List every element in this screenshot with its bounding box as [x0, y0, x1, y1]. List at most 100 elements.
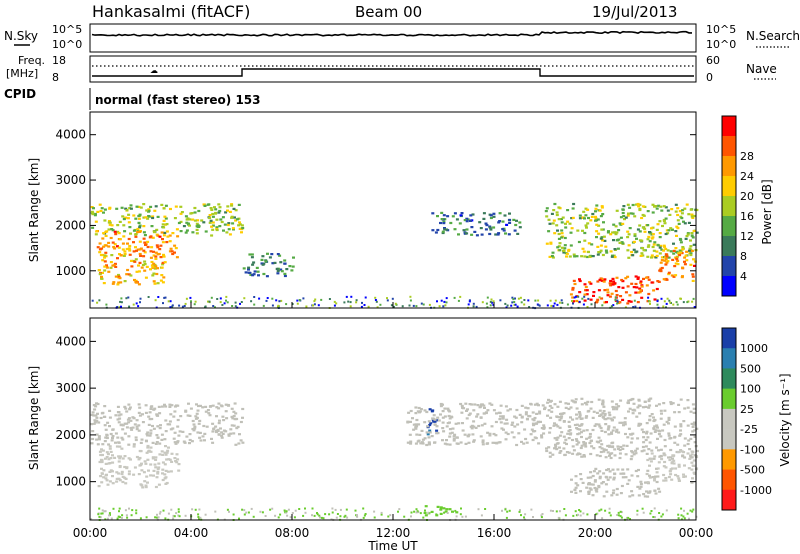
echo-cell — [604, 448, 608, 452]
echo-cell — [273, 261, 277, 264]
echo-cell — [642, 511, 645, 514]
echo-cell — [508, 408, 512, 411]
echo-cell — [108, 514, 111, 517]
echo-cell — [162, 255, 166, 258]
echo-cell — [435, 419, 439, 422]
echo-cell — [558, 242, 562, 245]
echo-cell — [127, 435, 131, 438]
echo-cell — [121, 428, 125, 431]
colorbar-swatch — [722, 368, 736, 389]
echo-cell — [443, 442, 447, 445]
echo-cell — [516, 305, 519, 308]
echo-cell — [170, 404, 174, 407]
echo-cell — [127, 221, 131, 224]
echo-cell — [649, 512, 652, 515]
echo-cell — [221, 432, 225, 435]
echo-cell — [630, 250, 634, 254]
echo-cell — [345, 295, 348, 298]
echo-cell — [186, 222, 190, 225]
nsky-trace — [91, 30, 692, 37]
echo-cell — [164, 419, 168, 422]
cpid-text: normal (fast stereo) 153 — [95, 93, 261, 107]
echo-cell — [579, 478, 583, 481]
echo-cell — [132, 445, 136, 448]
echo-cell — [693, 429, 697, 432]
echo-cell — [354, 509, 357, 512]
echo-cell — [241, 508, 244, 511]
echo-cell — [656, 244, 660, 247]
echo-cell — [550, 304, 553, 307]
echo-cell — [612, 223, 616, 226]
echo-cell — [644, 405, 648, 408]
echo-cell — [691, 275, 695, 278]
echo-cell — [645, 432, 648, 435]
echo-cell — [670, 462, 674, 465]
echo-cell — [426, 433, 430, 436]
echo-cell — [349, 301, 352, 304]
echo-cell — [655, 471, 659, 474]
echo-cell — [322, 517, 325, 520]
echo-cell — [695, 208, 699, 212]
echo-cell — [574, 482, 578, 485]
echo-cell — [427, 441, 431, 444]
echo-cell — [630, 455, 634, 458]
echo-cell — [201, 435, 205, 438]
echo-cell — [172, 514, 175, 517]
echo-cell — [667, 271, 671, 274]
echo-cell — [168, 234, 172, 237]
echo-cell — [468, 412, 472, 415]
echo-cell — [199, 404, 202, 407]
echo-cell — [689, 208, 693, 211]
echo-cell — [656, 426, 659, 429]
echo-cell — [163, 296, 166, 299]
echo-cell — [443, 407, 447, 410]
echo-cell — [124, 407, 128, 410]
echo-cell — [465, 232, 469, 235]
echo-cell — [167, 458, 171, 461]
echo-cell — [133, 278, 136, 282]
echo-cell — [575, 407, 579, 410]
echo-cell — [390, 304, 393, 307]
echo-cell — [567, 249, 571, 252]
echo-cell — [637, 399, 641, 402]
echo-cell — [540, 434, 543, 437]
echo-cell — [430, 435, 434, 438]
echo-cell — [690, 232, 694, 235]
echo-cell — [164, 296, 167, 299]
echo-cell — [113, 243, 117, 246]
echo-cell — [147, 415, 151, 418]
echo-cell — [627, 479, 631, 482]
echo-cell — [457, 233, 460, 236]
echo-cell — [628, 495, 632, 498]
echo-cell — [513, 415, 517, 418]
echo-cell — [578, 217, 582, 220]
echo-cell — [482, 217, 486, 220]
echo-cell — [139, 517, 142, 520]
echo-cell — [645, 276, 648, 279]
echo-cell — [634, 282, 638, 286]
echo-cell — [679, 251, 683, 254]
echo-cell — [647, 406, 651, 409]
echo-cell — [104, 234, 108, 237]
echo-cell — [162, 253, 165, 256]
echo-cell — [545, 449, 549, 453]
echo-cell — [636, 513, 639, 516]
echo-cell — [690, 453, 694, 456]
echo-cell — [111, 475, 114, 478]
echo-cell — [373, 516, 376, 519]
echo-cell — [596, 298, 600, 301]
echo-cell — [184, 231, 188, 234]
echo-cell — [135, 455, 139, 459]
echo-cell — [446, 422, 450, 425]
echo-cell — [657, 461, 661, 464]
echo-cell — [425, 443, 429, 447]
echo-cell — [655, 404, 658, 407]
colorbar-swatch — [722, 176, 736, 197]
echo-cell — [96, 412, 99, 415]
echo-cell — [198, 518, 201, 520]
echo-cell — [670, 274, 674, 277]
echo-cell — [98, 450, 102, 453]
echo-cell — [538, 304, 541, 307]
echo-cell — [108, 470, 112, 473]
echo-cell — [655, 207, 659, 210]
